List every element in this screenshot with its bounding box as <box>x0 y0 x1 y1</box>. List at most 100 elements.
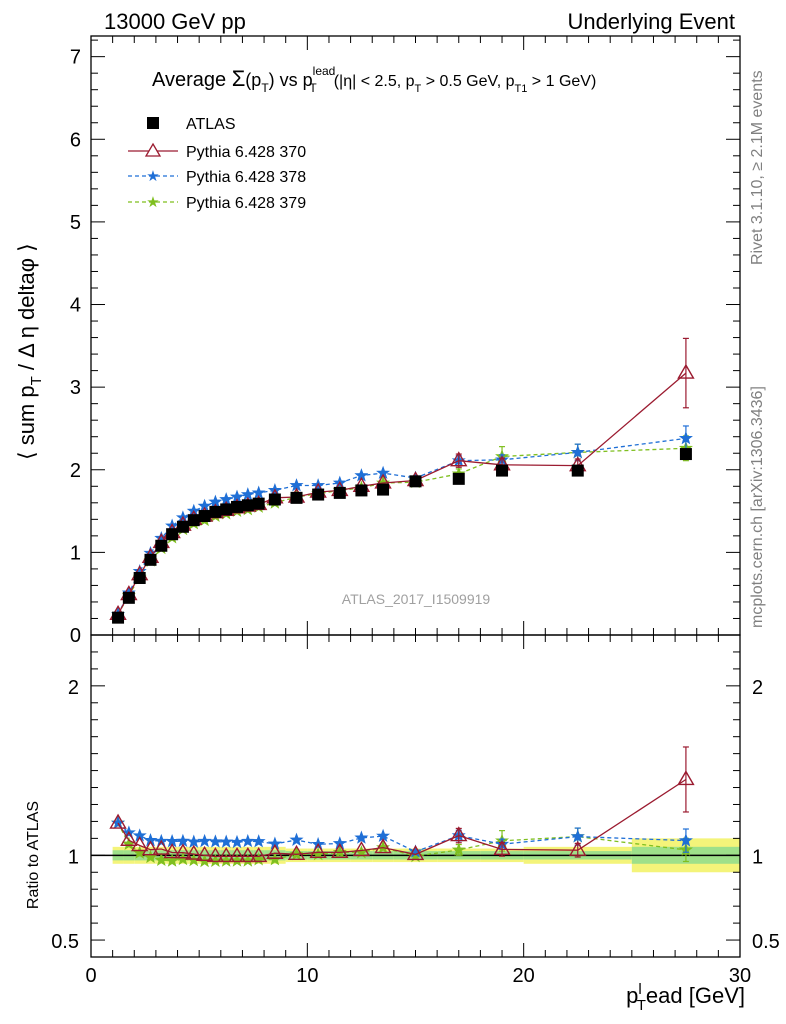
ratio-point-pythia-6-428-370 <box>677 770 695 786</box>
legend-379-marker: ★ <box>146 194 159 211</box>
data-point-pythia-6-428-378 <box>570 445 585 459</box>
ratio-point-pythia-6-428-370 <box>569 840 587 856</box>
y-tick-label: 2 <box>70 460 81 482</box>
ratio-point-pythia-6-428-370 <box>120 830 138 846</box>
ratio-point-pythia-6-428-370 <box>185 844 203 860</box>
legend: ATLAS Pythia 6.428 370 ★ Pythia 6.428 37… <box>128 116 306 212</box>
ratio-point-pythia-6-428-378 <box>143 833 158 847</box>
top-panel-title: Average Σ(pT) vs plead T (|η| < 2.5, pT > … <box>152 64 596 95</box>
ratio-point-pythia-6-428-370 <box>249 846 268 863</box>
ratio-point-pythia-6-428-370 <box>228 847 246 863</box>
data-point-atlas <box>252 497 265 510</box>
ratio-point-pythia-6-428-370 <box>331 842 349 859</box>
x-axis-label: pl Tead [GeV] <box>626 981 745 1014</box>
ratio-tick-label-left: 0.5 <box>51 931 79 953</box>
data-point-pythia-6-428-370 <box>677 363 695 379</box>
data-point-atlas <box>268 493 281 506</box>
rivet-label: Rivet 3.1.10, ≥ 2.1M events <box>749 70 766 265</box>
x-tick-labels: 0 10 20 30 <box>85 965 751 987</box>
data-point-atlas <box>209 505 222 518</box>
ratio-point-pythia-6-428-378 <box>570 829 585 843</box>
data-point-atlas <box>679 448 692 461</box>
legend-atlas-marker <box>147 117 159 129</box>
header-right: Underlying Event <box>567 9 735 34</box>
data-point-atlas <box>409 475 422 488</box>
ratio-line-pythia-6-428-370 <box>117 778 687 858</box>
ratio-point-pythia-6-428-378 <box>111 815 126 830</box>
ratio-point-pythia-6-428-378 <box>186 834 201 848</box>
x-tick-label: 10 <box>296 965 318 987</box>
data-point-atlas <box>496 464 509 477</box>
data-point-atlas <box>122 591 135 604</box>
legend-label-370: Pythia 6.428 370 <box>186 144 306 161</box>
data-point-atlas <box>198 510 211 523</box>
data-point-atlas <box>231 500 244 513</box>
data-point-atlas <box>355 484 368 497</box>
data-point-atlas <box>166 528 179 541</box>
ratio-point-pythia-6-428-370 <box>493 839 511 856</box>
ratio-point-pythia-6-428-370 <box>141 840 160 856</box>
ratio-point-pythia-6-428-370 <box>163 843 181 859</box>
ratio-point-pythia-6-428-370 <box>374 838 392 854</box>
ratio-panel-ticks: 0.5 0.5 1 1 2 2 <box>51 635 780 957</box>
ratio-point-pythia-6-428-370 <box>109 813 127 829</box>
mcplots-label: mcplots.cern.ch [arXiv:1306.3436] <box>749 386 766 628</box>
ratio-point-pythia-6-428-379 <box>165 853 180 867</box>
ratio-point-pythia-6-428-378 <box>197 833 212 848</box>
data-point-atlas <box>220 503 233 516</box>
ratio-point-pythia-6-428-370 <box>309 842 327 859</box>
x-tick-label: 0 <box>85 965 96 987</box>
ratio-point-pythia-6-428-370 <box>130 836 149 852</box>
data-point-atlas <box>176 520 189 533</box>
ratio-point-pythia-6-428-370 <box>266 843 284 859</box>
data-point-atlas <box>112 611 125 624</box>
legend-label-378: Pythia 6.428 378 <box>186 169 306 186</box>
ratio-point-pythia-6-428-370 <box>152 839 171 855</box>
y-tick-label: 3 <box>70 377 81 399</box>
series-line-pythia-6-428-370 <box>117 372 687 615</box>
legend-label-379: Pythia 6.428 379 <box>186 195 306 212</box>
ratio-point-pythia-6-428-370 <box>287 844 306 860</box>
ratio-point-pythia-6-428-370 <box>450 826 468 842</box>
ratio-point-pythia-6-428-378 <box>219 834 234 848</box>
legend-label-atlas: ATLAS <box>186 116 236 133</box>
ratio-point-pythia-6-428-378 <box>208 834 223 848</box>
data-point-atlas <box>333 486 346 499</box>
ratio-point-pythia-6-428-378 <box>354 830 369 844</box>
ratio-panel-series <box>109 746 695 868</box>
ratio-tick-label-right: 1 <box>752 846 763 868</box>
ratio-tick-label-right: 2 <box>752 677 763 699</box>
data-point-pythia-6-428-370 <box>450 451 468 467</box>
ratio-point-pythia-6-428-378 <box>229 834 245 849</box>
ratio-tick-label-left: 1 <box>68 846 79 868</box>
data-point-atlas <box>144 553 157 566</box>
data-point-atlas <box>571 464 584 477</box>
ratio-point-pythia-6-428-378 <box>678 833 693 847</box>
y-tick-label: 7 <box>70 47 81 69</box>
ratio-point-pythia-6-428-370 <box>174 843 192 859</box>
ratio-point-pythia-6-428-370 <box>406 845 425 861</box>
top-panel-series <box>109 337 695 624</box>
ratio-point-pythia-6-428-378 <box>289 832 304 847</box>
ratio-point-pythia-6-428-378 <box>132 828 147 842</box>
ratio-tick-label-left: 2 <box>68 677 79 699</box>
top-panel-ylabel: ⟨ sum pT / Δ η deltaφ ⟩ <box>14 243 45 460</box>
data-point-pythia-6-428-378 <box>197 498 212 513</box>
ratio-point-pythia-6-428-370 <box>195 845 214 862</box>
analysis-watermark: ATLAS_2017_I1509919 <box>342 591 491 607</box>
ratio-point-pythia-6-428-370 <box>239 846 257 863</box>
data-point-atlas <box>312 488 325 501</box>
data-point-atlas <box>133 571 146 584</box>
ratio-point-pythia-6-428-378 <box>332 836 347 850</box>
ratio-point-pythia-6-428-379 <box>451 842 466 856</box>
data-point-atlas <box>290 491 303 504</box>
data-point-atlas <box>241 499 254 512</box>
x-tick-label: 20 <box>513 965 535 987</box>
y-tick-label: 5 <box>70 212 81 234</box>
ratio-panel-ylabel: Ratio to ATLAS <box>25 801 42 909</box>
ratio-tick-label-right: 0.5 <box>752 931 780 953</box>
data-point-pythia-6-428-378 <box>678 431 693 445</box>
ratio-point-pythia-6-428-378 <box>240 833 255 848</box>
y-tick-label: 0 <box>70 625 81 647</box>
